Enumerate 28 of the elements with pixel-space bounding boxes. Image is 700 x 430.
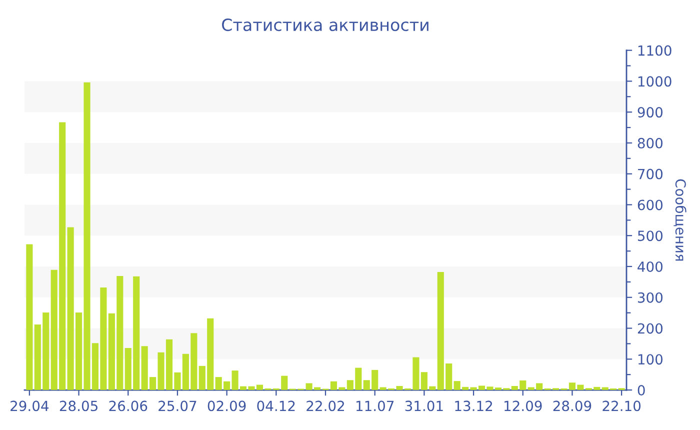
y-tick-label: 300 (638, 292, 663, 303)
x-tick-label: 13.12 (455, 400, 492, 412)
x-tick-label: 29.04 (10, 400, 49, 412)
y-tick-label: 1100 (638, 45, 672, 56)
y-tick-label: 0 (638, 384, 645, 396)
y-tick-label: 400 (638, 261, 663, 272)
x-tick-label: 25.07 (158, 400, 196, 412)
y-tick-label: 800 (638, 138, 663, 148)
x-tick-label: 28.09 (553, 400, 592, 412)
chart-title: Статистика активности (222, 18, 428, 32)
y-tick-label: 200 (638, 323, 663, 334)
y-tick-label: 500 (638, 230, 663, 242)
x-tick-label: 22.02 (306, 400, 344, 412)
y-tick-label: 600 (638, 200, 663, 210)
y-tick-label: 1000 (638, 76, 672, 87)
x-tick-label: 26.06 (109, 400, 148, 412)
x-tick-label: 04.12 (257, 400, 295, 412)
x-tick-label: 12.09 (504, 400, 542, 412)
y-tick-label: 700 (638, 168, 663, 180)
y-axis-title: Сообщения (674, 179, 686, 261)
y-tick-label: 900 (638, 107, 663, 118)
x-tick-label: 22.10 (602, 400, 641, 412)
x-tick-label: 31.01 (405, 400, 443, 412)
x-tick-label: 11.07 (356, 400, 394, 412)
y-tick-label: 100 (638, 354, 663, 365)
x-tick-label: 02.09 (208, 400, 246, 412)
x-tick-label: 28.05 (60, 400, 98, 412)
bar (26, 244, 33, 390)
